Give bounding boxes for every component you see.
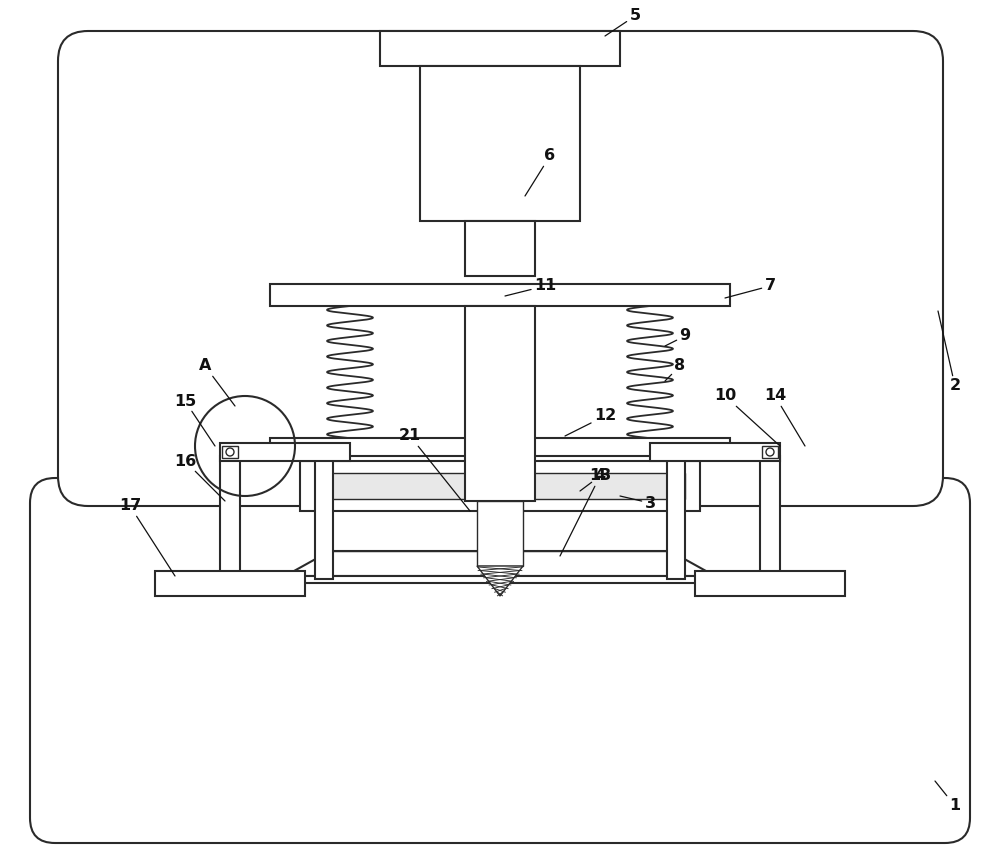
Polygon shape: [477, 566, 523, 596]
Text: 9: 9: [665, 329, 691, 346]
Bar: [380, 31, 620, 66]
Text: 16: 16: [174, 454, 225, 501]
Bar: [220, 456, 240, 579]
Text: 3: 3: [620, 495, 656, 511]
Text: 21: 21: [399, 429, 470, 511]
Bar: [300, 461, 700, 511]
Text: 13: 13: [560, 468, 611, 556]
Bar: [650, 443, 780, 461]
Text: 8: 8: [665, 358, 686, 381]
Bar: [695, 571, 845, 596]
Text: 12: 12: [565, 408, 616, 436]
Bar: [220, 443, 350, 461]
Text: 17: 17: [119, 499, 175, 576]
Bar: [270, 438, 730, 456]
Bar: [155, 571, 305, 596]
Bar: [465, 306, 535, 501]
Bar: [315, 473, 685, 499]
Bar: [420, 66, 580, 221]
Text: 4: 4: [580, 468, 606, 491]
Text: 11: 11: [505, 278, 556, 296]
Text: A: A: [199, 358, 235, 406]
Bar: [270, 284, 730, 306]
Bar: [760, 456, 780, 579]
Text: 1: 1: [935, 781, 961, 814]
Bar: [315, 454, 333, 579]
Bar: [465, 221, 535, 276]
FancyBboxPatch shape: [30, 478, 970, 843]
Text: 2: 2: [938, 311, 961, 393]
FancyBboxPatch shape: [58, 31, 943, 506]
Bar: [222, 446, 238, 458]
Bar: [762, 446, 778, 458]
Polygon shape: [285, 551, 715, 576]
Bar: [285, 576, 715, 583]
Text: 6: 6: [525, 148, 556, 196]
Bar: [667, 454, 685, 579]
Circle shape: [766, 448, 774, 456]
Bar: [477, 501, 523, 566]
Text: 10: 10: [714, 388, 780, 446]
Text: 5: 5: [605, 9, 641, 36]
Text: 14: 14: [764, 388, 805, 446]
Text: 15: 15: [174, 393, 215, 446]
Circle shape: [226, 448, 234, 456]
Text: 7: 7: [725, 278, 776, 298]
